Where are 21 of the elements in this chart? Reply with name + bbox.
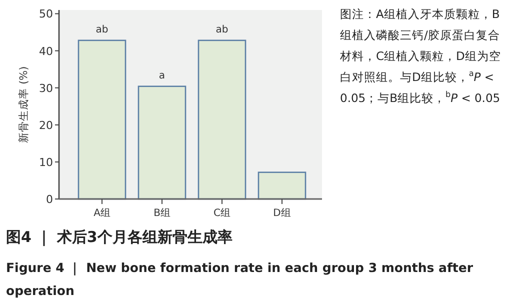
data-label: ab [96,24,108,36]
y-tick-label: 20 [39,118,53,132]
x-tick-label: D组 [273,207,291,219]
bar [138,86,186,200]
text: 图4 ｜ 术后3个月各组新骨生成率 [6,228,232,247]
y-tick-label: 0 [46,193,53,206]
bar [198,40,246,200]
y-tick-label: 10 [39,156,53,169]
text: 图注：A组植入牙本质颗粒，B组植入磷酸三钙/胶原蛋白复合材料，C组植入颗粒，D组为空白对照组。与D组比较，$^{a}$P < 0.05；与B组比较，$^{b}$P < 0.05 [340,7,501,105]
bar [78,40,126,200]
y-tick-label: 40 [39,44,53,58]
text: Figure 4 ｜ New bone formation rate in each group 3 months after operation [6,259,474,300]
x-tick-label: C组 [214,207,230,219]
bar [258,172,306,200]
x-tick-label: A组 [94,207,110,219]
y-tick-label: 30 [39,82,53,95]
data-label: ab [216,24,228,36]
data-label: a [158,70,166,82]
y-axis-title: 新骨生成率 (%) [17,66,30,143]
x-tick-label: B组 [154,207,170,219]
y-tick-label: 50 [39,8,53,21]
